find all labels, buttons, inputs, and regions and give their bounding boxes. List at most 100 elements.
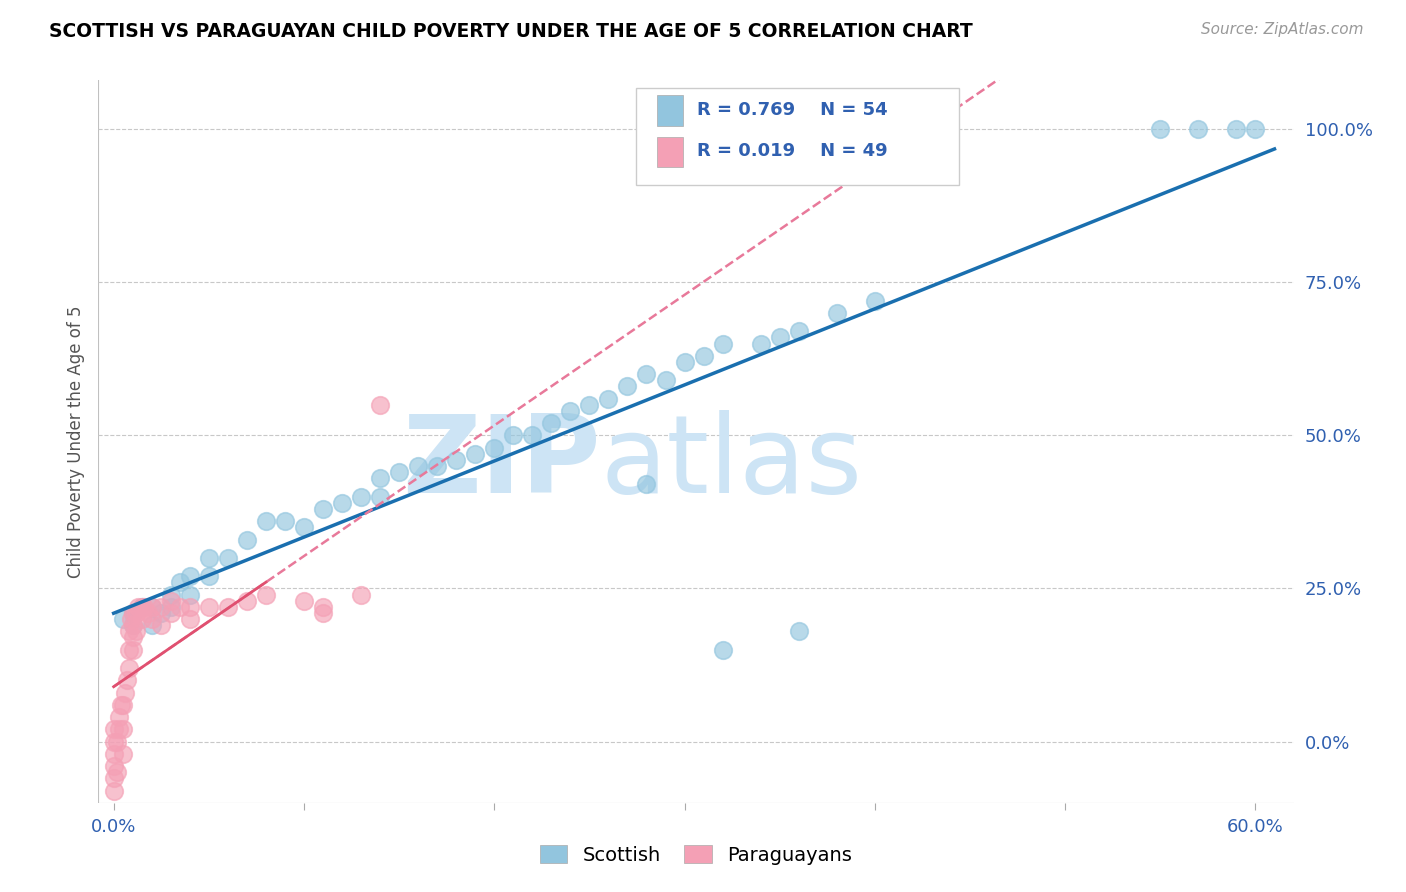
Text: R = 0.019    N = 49: R = 0.019 N = 49 [697,142,887,160]
Point [274,514,297,528]
Point [598,392,620,406]
Point [692,349,714,363]
Point [350,588,373,602]
Point [1244,122,1267,136]
Point [103,759,125,773]
Point [236,533,259,547]
Point [406,458,429,473]
Point [769,330,792,344]
Point [368,471,391,485]
Point [150,606,173,620]
Point [120,612,142,626]
Point [169,599,191,614]
Point [636,477,658,491]
Point [254,514,277,528]
Point [502,428,524,442]
Point [121,642,143,657]
Point [236,593,259,607]
Point [169,575,191,590]
Point [159,593,181,607]
Text: ZIP: ZIP [402,410,600,516]
Point [108,710,131,724]
Point [388,465,411,479]
Point [121,606,143,620]
Point [312,606,335,620]
Point [825,306,848,320]
FancyBboxPatch shape [657,95,683,126]
Text: Source: ZipAtlas.com: Source: ZipAtlas.com [1201,22,1364,37]
Point [179,612,201,626]
Point [636,367,658,381]
Legend: Scottish, Paraguayans: Scottish, Paraguayans [533,837,859,872]
Point [121,606,143,620]
Point [198,569,221,583]
Point [136,606,159,620]
Point [103,734,125,748]
Point [121,618,143,632]
Point [112,612,135,626]
Point [114,685,136,699]
Point [115,673,138,688]
Point [1149,122,1171,136]
Point [368,398,391,412]
Point [159,599,181,614]
Point [863,293,886,308]
Text: atlas: atlas [600,410,862,516]
Point [103,772,125,786]
Point [350,490,373,504]
Point [127,599,149,614]
Point [131,599,153,614]
Point [787,324,810,338]
Point [103,747,125,761]
Point [292,520,315,534]
Point [522,428,544,442]
Point [787,624,810,639]
Point [112,747,135,761]
Point [578,398,600,412]
Point [560,404,582,418]
Point [179,588,201,602]
Point [616,379,638,393]
Point [132,599,155,614]
Point [141,612,163,626]
Point [159,606,181,620]
Point [110,698,132,712]
Point [217,550,239,565]
Point [673,355,696,369]
Point [540,416,562,430]
Point [125,606,148,620]
Point [484,441,506,455]
Point [711,642,734,657]
Point [131,612,153,626]
Point [254,588,277,602]
Point [312,599,335,614]
Point [150,618,173,632]
Point [368,490,391,504]
Point [1225,122,1247,136]
Point [330,496,353,510]
Y-axis label: Child Poverty Under the Age of 5: Child Poverty Under the Age of 5 [66,305,84,578]
Point [103,723,125,737]
FancyBboxPatch shape [637,87,959,185]
Point [112,723,135,737]
Point [121,618,143,632]
Point [292,593,315,607]
Point [112,698,135,712]
Point [198,599,221,614]
Point [107,765,129,780]
Point [141,618,163,632]
Point [1187,122,1209,136]
Point [749,336,772,351]
Point [312,502,335,516]
Point [150,599,173,614]
Point [217,599,239,614]
Point [107,734,129,748]
Point [464,447,486,461]
FancyBboxPatch shape [657,136,683,167]
Point [118,642,141,657]
Point [108,723,131,737]
Point [103,783,125,797]
Point [198,550,221,565]
Point [654,373,676,387]
Point [141,599,163,614]
